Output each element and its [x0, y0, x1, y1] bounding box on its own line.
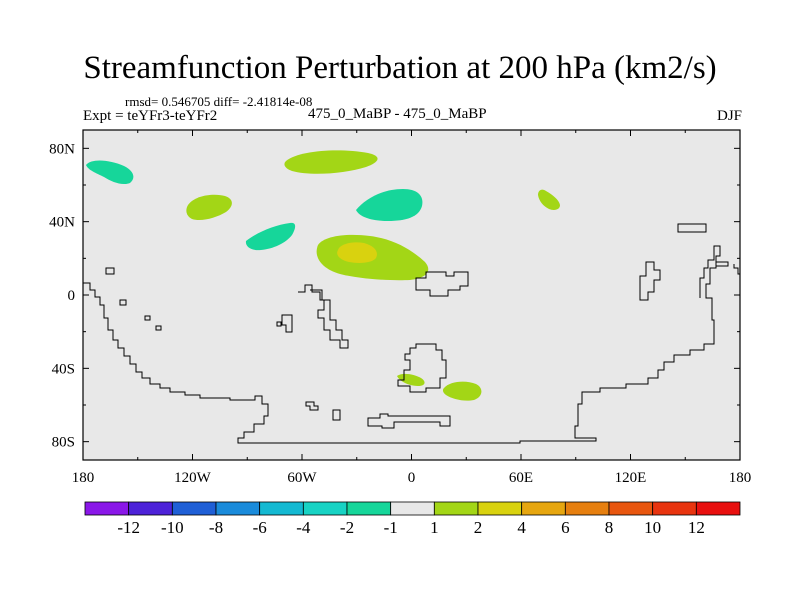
chart-title: Streamfunction Perturbation at 200 hPa (…: [83, 50, 717, 86]
y-tick-label: 80S: [52, 435, 75, 451]
colorbar-label: -12: [117, 518, 140, 537]
colorbar-swatch: [259, 501, 304, 516]
anomaly-asia-positive: [538, 189, 560, 210]
coastline-island-e: [144, 315, 151, 321]
anomaly-atlantic-negative: [356, 189, 423, 221]
coastline-island-b: [332, 409, 341, 421]
colorbar-label: 1: [430, 518, 439, 537]
x-tick-label: 60W: [287, 470, 317, 486]
plot-background: [83, 130, 740, 460]
colorbar-swatch: [346, 501, 392, 516]
colorbar-swatch: [652, 501, 697, 516]
x-tick-label: 60E: [509, 470, 533, 486]
colorbar-label: -1: [384, 518, 398, 537]
colorbar-label: 10: [644, 518, 661, 537]
colorbar-label: -2: [340, 518, 354, 537]
anomaly-nw-pacific-negative: [86, 160, 134, 185]
x-tick-label: 0: [408, 470, 416, 486]
coastline-americas-west: [83, 245, 721, 444]
coastline-south-america-west: [281, 314, 293, 333]
colorbar-label: -6: [253, 518, 267, 537]
coastline-island-c: [105, 267, 115, 275]
colorbar-swatch: [608, 501, 654, 516]
x-tick-label: 120E: [615, 470, 647, 486]
colorbar-label: -8: [209, 518, 223, 537]
y-tick-label: 0: [68, 288, 76, 304]
anomaly-north-atlantic-positive: [284, 150, 378, 174]
case-label: 475_0_MaBP - 475_0_MaBP: [308, 106, 487, 122]
colorbar-swatch: [695, 501, 741, 516]
colorbar-label: 4: [517, 518, 526, 537]
colorbar-label: -4: [296, 518, 311, 537]
coastline-east-coast: [733, 264, 740, 275]
anomaly-so-indian-positive: [442, 381, 482, 401]
colorbar-swatch: [564, 501, 610, 516]
anomaly-west-atlantic-negative: [245, 222, 296, 251]
axes: 180 120W 60W 0 60E 120E 180 80N 40N 0 40S 80S: [49, 130, 751, 486]
colorbar-label: 6: [561, 518, 570, 537]
anomaly-layer: [86, 150, 560, 401]
coastline-japan: [677, 223, 707, 233]
coastline-island-d: [119, 299, 127, 306]
experiment-label: Expt = teYFr3-teYFr2: [83, 108, 218, 124]
x-tick-label: 180: [72, 470, 95, 486]
coastline-africa-south: [397, 343, 447, 393]
colorbar-swatch: [84, 501, 130, 516]
coastline-island-f: [155, 325, 162, 331]
colorbar: -12 -10 -8 -6 -4 -2 -1 1 2 4 6 8 10 12: [84, 501, 741, 537]
colorbar-swatch: [433, 501, 479, 516]
coastline-island-g: [276, 321, 282, 327]
stats-label: rmsd= 0.546705 diff= -2.41814e-08: [125, 94, 313, 109]
colorbar-label: 8: [605, 518, 614, 537]
coastline-east-asia: [639, 261, 661, 301]
colorbar-swatch: [521, 501, 566, 516]
coastline-island-a: [305, 401, 319, 411]
coastlines: [83, 223, 740, 444]
colorbar-label: -10: [161, 518, 184, 537]
y-tick-label: 40N: [49, 215, 75, 231]
anomaly-na-midlat-positive: [186, 194, 232, 221]
colorbar-swatch: [477, 501, 523, 516]
colorbar-swatch: [171, 501, 217, 516]
colorbar-swatch: [215, 501, 261, 516]
coastline-antarctic-fragment: [367, 413, 451, 429]
x-tick-label: 180: [729, 470, 752, 486]
coastline-north-africa: [415, 271, 469, 297]
colorbar-swatch: [390, 501, 435, 516]
anomaly-subtropic-core: [337, 242, 377, 263]
coastline-asia-tip: [715, 261, 729, 267]
colorbar-swatch: [128, 501, 173, 516]
season-label: DJF: [716, 108, 742, 124]
colorbar-label: 2: [474, 518, 483, 537]
y-tick-label: 40S: [52, 361, 75, 377]
colorbar-swatch: [302, 501, 348, 516]
colorbar-label: 12: [688, 518, 705, 537]
x-tick-label: 120W: [174, 470, 212, 486]
coastline-south-america: [298, 284, 349, 349]
y-tick-label: 80N: [49, 141, 75, 157]
